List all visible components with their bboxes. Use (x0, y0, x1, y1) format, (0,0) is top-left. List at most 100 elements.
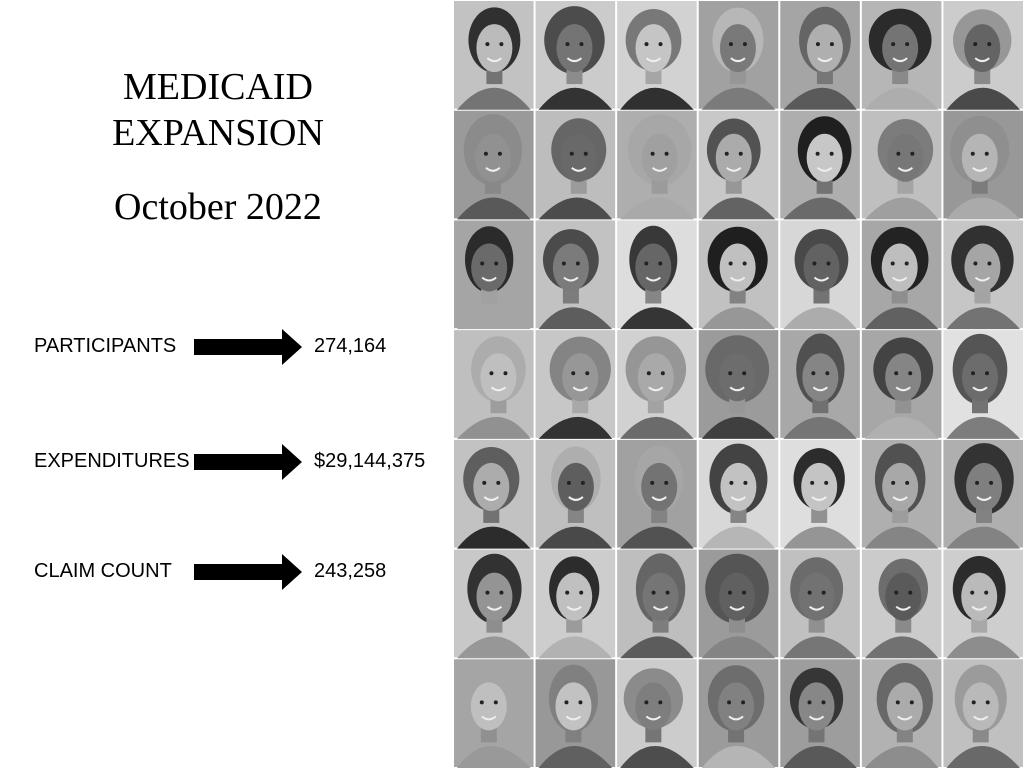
mouth (566, 605, 582, 611)
portrait (943, 659, 1023, 768)
portrait (454, 1, 534, 110)
mouth (486, 605, 503, 611)
neck (729, 287, 746, 304)
neck (645, 726, 662, 743)
eye (580, 480, 585, 485)
eye (727, 700, 732, 705)
shoulders (783, 526, 857, 549)
shoulders (620, 307, 694, 330)
face (641, 462, 678, 511)
mouth (808, 605, 825, 611)
shoulders (701, 636, 776, 659)
mouth (483, 496, 499, 501)
eye (651, 590, 656, 595)
shoulders (946, 636, 1020, 659)
shoulders (701, 526, 776, 549)
eye (987, 261, 992, 266)
portrait (617, 220, 697, 330)
portrait (617, 330, 697, 439)
face (882, 462, 919, 511)
eye (826, 261, 831, 266)
neck (811, 506, 828, 523)
shoulders (538, 526, 613, 549)
eye (660, 371, 665, 376)
shoulders (783, 416, 857, 439)
eye (975, 480, 980, 485)
eye (658, 42, 663, 47)
metric-value: 274,164 (314, 335, 387, 357)
neck (730, 506, 747, 523)
face (719, 572, 756, 621)
shoulders (620, 416, 694, 439)
mouth (892, 57, 908, 63)
neck (572, 397, 589, 414)
eye (728, 590, 733, 595)
shoulders (701, 746, 776, 768)
slide-subtitle: October 2022 (114, 186, 322, 228)
mouth (568, 496, 584, 501)
portrait (617, 439, 697, 549)
eye (985, 700, 990, 705)
eye (561, 261, 566, 266)
eye (724, 151, 729, 156)
mouth (726, 167, 742, 172)
neck (892, 68, 909, 85)
eye (658, 261, 663, 266)
shoulders (701, 87, 776, 110)
mouth (729, 276, 746, 282)
neck (728, 726, 745, 743)
eye (829, 42, 834, 47)
neck (483, 506, 500, 523)
neck (645, 287, 662, 304)
face (719, 24, 756, 73)
metric-row: EXPENDITURES $29,144,375 (34, 442, 454, 482)
eye (970, 151, 975, 156)
shoulders (946, 416, 1020, 439)
arrow (194, 554, 302, 590)
eye (569, 151, 574, 156)
shoulders (864, 197, 939, 220)
portrait (861, 330, 942, 439)
neck (972, 726, 989, 743)
portrait (454, 220, 534, 330)
neck (480, 726, 497, 743)
portrait (535, 439, 616, 549)
face (966, 462, 1003, 511)
eye (815, 151, 820, 156)
neck (892, 506, 909, 523)
eye (482, 480, 487, 485)
eye (480, 261, 485, 266)
portrait (780, 330, 860, 439)
eye (971, 700, 976, 705)
portrait (780, 110, 860, 220)
eye (811, 371, 816, 376)
eye (908, 371, 913, 376)
portrait (698, 330, 779, 439)
eye (970, 371, 975, 376)
eye (984, 371, 989, 376)
mouth (892, 276, 908, 282)
mouth (652, 605, 669, 611)
face (885, 353, 922, 402)
neck (562, 287, 579, 304)
neck (808, 616, 825, 633)
eye (499, 590, 504, 595)
eye (489, 371, 494, 376)
neck (816, 68, 833, 85)
eye (821, 590, 826, 595)
face (961, 133, 998, 182)
mouth (481, 276, 497, 282)
eye (829, 151, 834, 156)
portrait (780, 1, 860, 110)
shoulders (946, 197, 1020, 220)
eye (565, 42, 570, 47)
mouth (648, 386, 664, 392)
shoulders (864, 526, 939, 549)
shoulders (538, 307, 613, 330)
eye (973, 42, 978, 47)
face (474, 133, 511, 182)
eye (650, 480, 655, 485)
arrow (194, 329, 302, 365)
portrait (943, 330, 1023, 439)
